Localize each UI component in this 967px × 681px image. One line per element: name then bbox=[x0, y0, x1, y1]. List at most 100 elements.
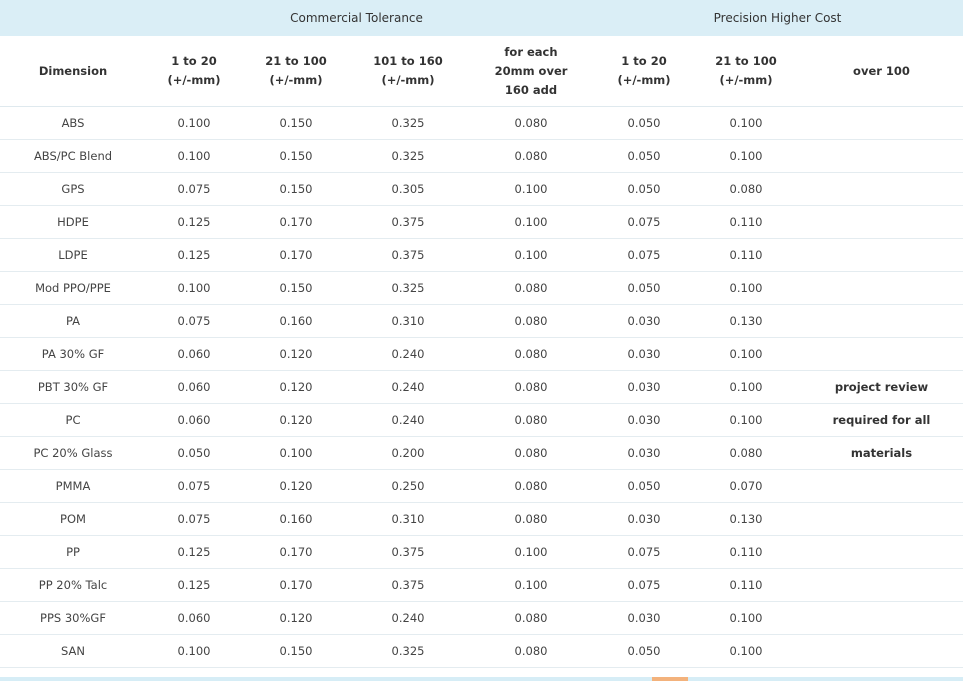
cell-commercial-each-20mm: 0.100 bbox=[514, 215, 548, 229]
cell-precision-21-100: 0.100 bbox=[729, 281, 763, 295]
group-commercial-tolerance: Commercial Tolerance bbox=[290, 11, 423, 25]
cell-commercial-21-100: 0.100 bbox=[279, 446, 313, 460]
table-row: PC 20% Glass 0.050 0.100 0.200 0.080 0.030 0.0… bbox=[0, 437, 963, 470]
cell-commercial-1-20: 0.050 bbox=[177, 446, 211, 460]
cell-commercial-1-20: 0.125 bbox=[177, 215, 211, 229]
cell-precision-1-20: 0.030 bbox=[627, 512, 661, 526]
cell-commercial-21-100: 0.160 bbox=[279, 314, 313, 328]
cell-commercial-each-20mm: 0.080 bbox=[514, 446, 548, 460]
cell-material: ABS bbox=[61, 116, 85, 130]
cell-commercial-21-100: 0.120 bbox=[279, 479, 313, 493]
cell-commercial-101-160: 0.240 bbox=[391, 611, 425, 625]
table-row: PP 20% Talc 0.125 0.170 0.375 0.100 0.075 0.11… bbox=[0, 569, 963, 602]
cell-precision-over-100: materials bbox=[850, 446, 913, 460]
cell-commercial-each-20mm: 0.080 bbox=[514, 281, 548, 295]
cell-precision-1-20: 0.075 bbox=[627, 215, 661, 229]
cell-commercial-1-20: 0.075 bbox=[177, 479, 211, 493]
header-line: (+/-mm) bbox=[617, 73, 671, 87]
header-commercial-1-20: 1 to 20 (+/-mm) bbox=[146, 36, 242, 106]
cell-precision-21-100: 0.070 bbox=[729, 479, 763, 493]
header-precision-over-100: over 100 bbox=[853, 63, 910, 78]
cell-commercial-1-20: 0.075 bbox=[177, 182, 211, 196]
header-commercial-101-160: 101 to 160 (+/-mm) bbox=[350, 36, 466, 106]
cell-material: PPS 30%GF bbox=[40, 611, 106, 625]
cell-material: SAN bbox=[61, 644, 85, 658]
cell-precision-over-100 bbox=[800, 206, 963, 238]
cell-commercial-1-20: 0.100 bbox=[177, 281, 211, 295]
header-line: 21 to 100 bbox=[265, 54, 327, 68]
cell-commercial-each-20mm: 0.080 bbox=[514, 512, 548, 526]
table-row: LDPE 0.125 0.170 0.375 0.100 0.075 0.110 bbox=[0, 239, 963, 272]
cell-commercial-1-20: 0.125 bbox=[177, 545, 211, 559]
cell-precision-over-100 bbox=[800, 470, 963, 502]
cell-precision-over-100: project review bbox=[834, 380, 929, 394]
cell-commercial-each-20mm: 0.080 bbox=[514, 314, 548, 328]
cell-precision-1-20: 0.050 bbox=[627, 182, 661, 196]
cell-precision-over-100 bbox=[800, 305, 963, 337]
cell-material: POM bbox=[60, 512, 86, 526]
cell-commercial-21-100: 0.150 bbox=[279, 644, 313, 658]
cell-commercial-each-20mm: 0.080 bbox=[514, 413, 548, 427]
cell-commercial-1-20: 0.100 bbox=[177, 116, 211, 130]
table-row: PC 0.060 0.120 0.240 0.080 0.030 0.100 required… bbox=[0, 404, 963, 437]
cell-commercial-101-160: 0.325 bbox=[391, 149, 425, 163]
cell-precision-1-20: 0.050 bbox=[627, 281, 661, 295]
cell-commercial-101-160: 0.375 bbox=[391, 545, 425, 559]
cell-commercial-101-160: 0.200 bbox=[391, 446, 425, 460]
cell-material: PP bbox=[66, 545, 80, 559]
cell-commercial-1-20: 0.060 bbox=[177, 347, 211, 361]
cell-precision-21-100: 0.100 bbox=[729, 413, 763, 427]
cell-precision-over-100 bbox=[800, 569, 963, 601]
cell-material: PP 20% Talc bbox=[38, 578, 108, 592]
header-precision-21-100: 21 to 100 (+/-mm) bbox=[692, 36, 800, 106]
cell-commercial-each-20mm: 0.100 bbox=[514, 182, 548, 196]
cell-commercial-1-20: 0.125 bbox=[177, 578, 211, 592]
cell-precision-21-100: 0.100 bbox=[729, 644, 763, 658]
cell-commercial-1-20: 0.075 bbox=[177, 314, 211, 328]
cell-commercial-1-20: 0.060 bbox=[177, 413, 211, 427]
table-row: SAN 0.100 0.150 0.325 0.080 0.050 0.100 bbox=[0, 635, 963, 668]
cell-commercial-each-20mm: 0.080 bbox=[514, 347, 548, 361]
scrollbar-thumb[interactable] bbox=[652, 677, 688, 681]
cell-precision-1-20: 0.050 bbox=[627, 644, 661, 658]
table-row: POM 0.075 0.160 0.310 0.080 0.030 0.130 bbox=[0, 503, 963, 536]
cell-precision-21-100: 0.110 bbox=[729, 578, 763, 592]
cell-precision-1-20: 0.030 bbox=[627, 380, 661, 394]
cell-commercial-21-100: 0.170 bbox=[279, 248, 313, 262]
cell-commercial-21-100: 0.120 bbox=[279, 611, 313, 625]
cell-commercial-1-20: 0.060 bbox=[177, 611, 211, 625]
cell-precision-over-100 bbox=[800, 272, 963, 304]
cell-precision-over-100 bbox=[800, 503, 963, 535]
cell-commercial-each-20mm: 0.100 bbox=[514, 578, 548, 592]
cell-material: PA 30% GF bbox=[41, 347, 105, 361]
cell-material: ABS/PC Blend bbox=[33, 149, 113, 163]
cell-precision-over-100 bbox=[800, 140, 963, 172]
cell-precision-1-20: 0.075 bbox=[627, 578, 661, 592]
cell-precision-21-100: 0.080 bbox=[729, 446, 763, 460]
cell-commercial-each-20mm: 0.100 bbox=[514, 248, 548, 262]
table-row: PA 30% GF 0.060 0.120 0.240 0.080 0.030 0.100 bbox=[0, 338, 963, 371]
cell-precision-1-20: 0.030 bbox=[627, 611, 661, 625]
table-row: ABS 0.100 0.150 0.325 0.080 0.050 0.100 bbox=[0, 107, 963, 140]
header-dimension: Dimension bbox=[38, 63, 108, 78]
table-row: Mod PPO/PPE 0.100 0.150 0.325 0.080 0.050 0.10… bbox=[0, 272, 963, 305]
horizontal-scrollbar[interactable] bbox=[0, 677, 963, 681]
cell-commercial-1-20: 0.125 bbox=[177, 248, 211, 262]
cell-precision-over-100 bbox=[800, 602, 963, 634]
cell-precision-21-100: 0.100 bbox=[729, 116, 763, 130]
cell-precision-over-100 bbox=[800, 107, 963, 139]
cell-precision-1-20: 0.075 bbox=[627, 545, 661, 559]
cell-material: PBT 30% GF bbox=[37, 380, 109, 394]
header-commercial-each-20mm: for each 20mm over 160 add bbox=[466, 36, 596, 106]
cell-precision-1-20: 0.075 bbox=[627, 248, 661, 262]
cell-precision-over-100 bbox=[800, 338, 963, 370]
header-line: (+/-mm) bbox=[381, 73, 435, 87]
cell-commercial-101-160: 0.305 bbox=[391, 182, 425, 196]
cell-precision-21-100: 0.130 bbox=[729, 314, 763, 328]
cell-material: Mod PPO/PPE bbox=[35, 281, 111, 295]
cell-commercial-21-100: 0.120 bbox=[279, 380, 313, 394]
cell-material: PC 20% Glass bbox=[33, 446, 113, 460]
cell-material: PA bbox=[65, 314, 81, 328]
tolerance-table: Commercial Tolerance Precision Higher Co… bbox=[0, 0, 963, 668]
header-line: 1 to 20 bbox=[621, 54, 667, 68]
